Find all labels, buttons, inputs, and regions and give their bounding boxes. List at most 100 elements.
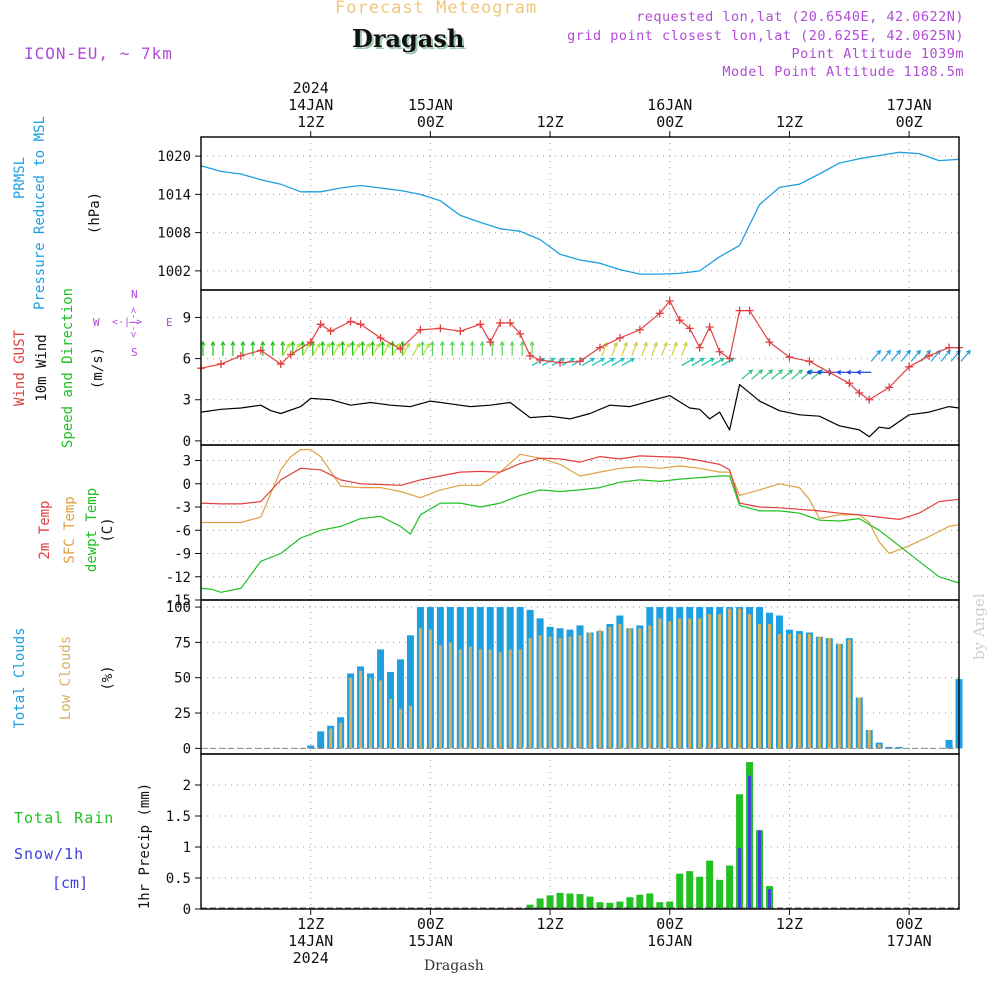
wind-arrow-head [459, 340, 465, 346]
wind-arrow-head [340, 340, 346, 346]
wind-arrow-head [613, 341, 618, 347]
y-tick-label: -6 [174, 523, 191, 539]
wind-gust-marker [805, 357, 814, 366]
bottom-hour-label: 00Z [417, 915, 444, 933]
wind-gust-marker [665, 296, 674, 305]
wind-arrow-head [415, 342, 421, 348]
wind-arrow-head [325, 342, 331, 348]
low-cloud-bar [688, 618, 692, 749]
wind-arrow [880, 350, 891, 362]
total-cloud-bar [885, 746, 893, 749]
wind-arrow-head [479, 340, 485, 346]
y-tick-label: 1014 [157, 187, 191, 203]
rain-bar [636, 894, 644, 909]
wind-gust-marker [865, 395, 874, 404]
low-cloud-bar [508, 649, 512, 749]
low-cloud-bar [389, 698, 392, 749]
total-cloud-bar [396, 659, 404, 749]
y-tick-label: 50 [174, 671, 191, 687]
y-tick-label: 75 [174, 635, 191, 651]
top-hour-label: 00Z [656, 113, 683, 131]
wind-gust-marker [595, 343, 604, 352]
wind-arrow-head [946, 349, 951, 355]
panel-frame [200, 289, 960, 446]
low-cloud-bar [877, 744, 881, 749]
wind-arrow [900, 350, 911, 362]
wind-arrow [721, 357, 735, 366]
wind-gust-marker [396, 344, 405, 353]
bottom-date-label: 16JAN [647, 932, 692, 950]
bottom-date-label: 15JAN [408, 932, 453, 950]
closest-grid-coords: grid point closest lon,lat (20.625E, 42.… [567, 28, 964, 44]
y-tick-label: 0 [183, 477, 191, 493]
wind-arrow-head [886, 349, 892, 355]
wind-gust-marker [516, 329, 525, 338]
wind-arrow-head [395, 342, 401, 348]
low-cloud-bar [558, 638, 562, 749]
wind-arrow-head [653, 341, 658, 347]
wind-arrow-head [600, 357, 606, 363]
bottom-hour-label: 00Z [656, 915, 683, 933]
wind-arrow [940, 350, 951, 362]
y-tick-label: 1 [183, 840, 191, 856]
wind-arrow-head [798, 369, 804, 375]
wind-arrow-head [355, 342, 361, 348]
bottom-hour-label: 12Z [537, 915, 564, 933]
wind-gust-marker [745, 306, 754, 315]
wind-arrow-head [315, 342, 321, 348]
wind-gust-marker [346, 317, 355, 326]
y-tick-label: -3 [174, 500, 191, 516]
rain-bar [586, 896, 594, 909]
snow-bar [748, 775, 752, 909]
wind-gust-marker [506, 318, 515, 327]
wind-gust-marker [825, 368, 834, 377]
low-cloud-bar [817, 636, 821, 749]
y-tick-label: 100 [166, 600, 191, 616]
y-tick-label: 25 [174, 706, 191, 722]
low-cloud-bar [758, 624, 762, 749]
wind-gust-marker [655, 309, 664, 318]
low-cloud-bar [568, 636, 572, 749]
wind-gust-line [200, 300, 959, 401]
wind-arrow [352, 343, 361, 357]
compass-e: E [166, 316, 173, 329]
bottom-hour-label: 12Z [776, 915, 803, 933]
wind-gust-marker [855, 388, 864, 397]
low-cloud-bar [698, 618, 702, 749]
snow-label: Snow/1h [14, 845, 85, 863]
y-tick-label: 6 [183, 352, 191, 368]
wind-arrow-head [709, 357, 715, 363]
wind-gust-marker [945, 343, 954, 352]
rain-label: Total Rain [14, 809, 115, 827]
wind-gust-marker [416, 325, 425, 334]
wind-arrow [801, 369, 813, 380]
snow-unit-label: [cm] [52, 874, 89, 892]
low-cloud-bar [498, 652, 502, 749]
panel-frame [200, 753, 960, 910]
wind-arrow [661, 342, 668, 357]
y-tick-label: -15 [166, 593, 191, 609]
wind-gust-marker [376, 334, 385, 343]
wind-arrow-head [429, 340, 435, 346]
low-cloud-bar [349, 677, 353, 749]
wind-arrow-head [663, 341, 668, 347]
y-tick-label: 1.5 [166, 809, 191, 825]
low-cloud-bar [598, 629, 602, 749]
top-hour-label: 00Z [896, 113, 923, 131]
wind-arrow [621, 342, 628, 357]
low-cloud-bar [857, 697, 861, 749]
wind-arrow-head [610, 357, 616, 363]
wind-arrow [282, 343, 291, 357]
temp-2m-line [200, 455, 960, 521]
wind-arrow-head [400, 340, 405, 346]
wind-arrow [870, 350, 881, 362]
wind-gust-marker [635, 325, 644, 334]
rain-bar [686, 871, 694, 909]
rain-bar [726, 865, 734, 909]
wind-arrow-head [633, 341, 638, 347]
total-cloud-bar [406, 635, 414, 749]
snow-bar [758, 830, 762, 909]
low-cloud-bar [847, 639, 851, 749]
low-cloud-bar [369, 677, 373, 749]
wind-arrow [391, 343, 401, 357]
